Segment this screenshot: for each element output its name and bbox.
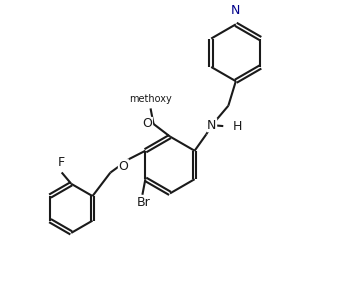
Text: N: N [207,119,217,132]
Text: O: O [118,160,128,173]
Text: Br: Br [137,196,151,209]
Text: methoxy: methoxy [129,94,172,104]
Text: F: F [58,156,65,169]
Text: O: O [142,117,152,130]
Text: H: H [233,120,242,133]
Text: N: N [231,5,240,17]
